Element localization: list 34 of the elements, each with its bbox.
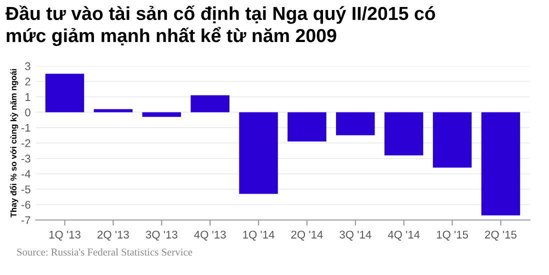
x-tick-label: 2Q '14 <box>291 230 323 241</box>
x-tick-label: 3Q '13 <box>146 230 178 241</box>
y-tick-label: -3 <box>21 154 30 163</box>
x-tick-label: 1Q '15 <box>436 230 468 241</box>
y-tick-label: -4 <box>21 170 30 178</box>
bar <box>432 112 472 168</box>
y-tick-label: 0 <box>25 108 30 116</box>
y-tick-label: -2 <box>21 139 30 148</box>
bar <box>384 112 424 156</box>
bar <box>288 112 326 142</box>
y-tick-label: 2 <box>25 78 30 86</box>
source-note: Source: Russia's Federal Statistics Service <box>17 248 192 256</box>
y-tick-label: 3 <box>25 62 30 70</box>
x-tick-label: 3Q '14 <box>340 230 372 241</box>
y-tick-label: -5 <box>21 186 30 194</box>
bar <box>45 74 84 112</box>
x-tick-label: 4Q '13 <box>194 230 226 241</box>
x-tick-label: 2Q '13 <box>98 230 129 241</box>
bar <box>190 95 230 112</box>
y-tick-label: -1 <box>21 124 30 132</box>
bar <box>142 112 182 117</box>
x-tick-label: 2Q '15 <box>485 230 516 241</box>
bar <box>336 112 375 136</box>
y-tick-label: -7 <box>21 216 30 224</box>
bar <box>481 112 520 216</box>
y-tick-label: -6 <box>21 200 30 209</box>
y-tick-label: 1 <box>25 93 30 101</box>
y-axis-title: Thay đổi % so với cùng kỳ năm ngoái <box>10 69 18 218</box>
bar <box>94 109 133 112</box>
bar <box>239 112 278 194</box>
chart-title: Đầu tư vào tài sản cố định tại Nga quý II/2015 có mức giảm mạnh nhất kể từ năm 2009 <box>6 6 436 46</box>
x-tick-label: 4Q '14 <box>388 230 420 241</box>
x-tick-label: 1Q '14 <box>243 230 274 241</box>
x-tick-label: 1Q '13 <box>49 230 80 241</box>
